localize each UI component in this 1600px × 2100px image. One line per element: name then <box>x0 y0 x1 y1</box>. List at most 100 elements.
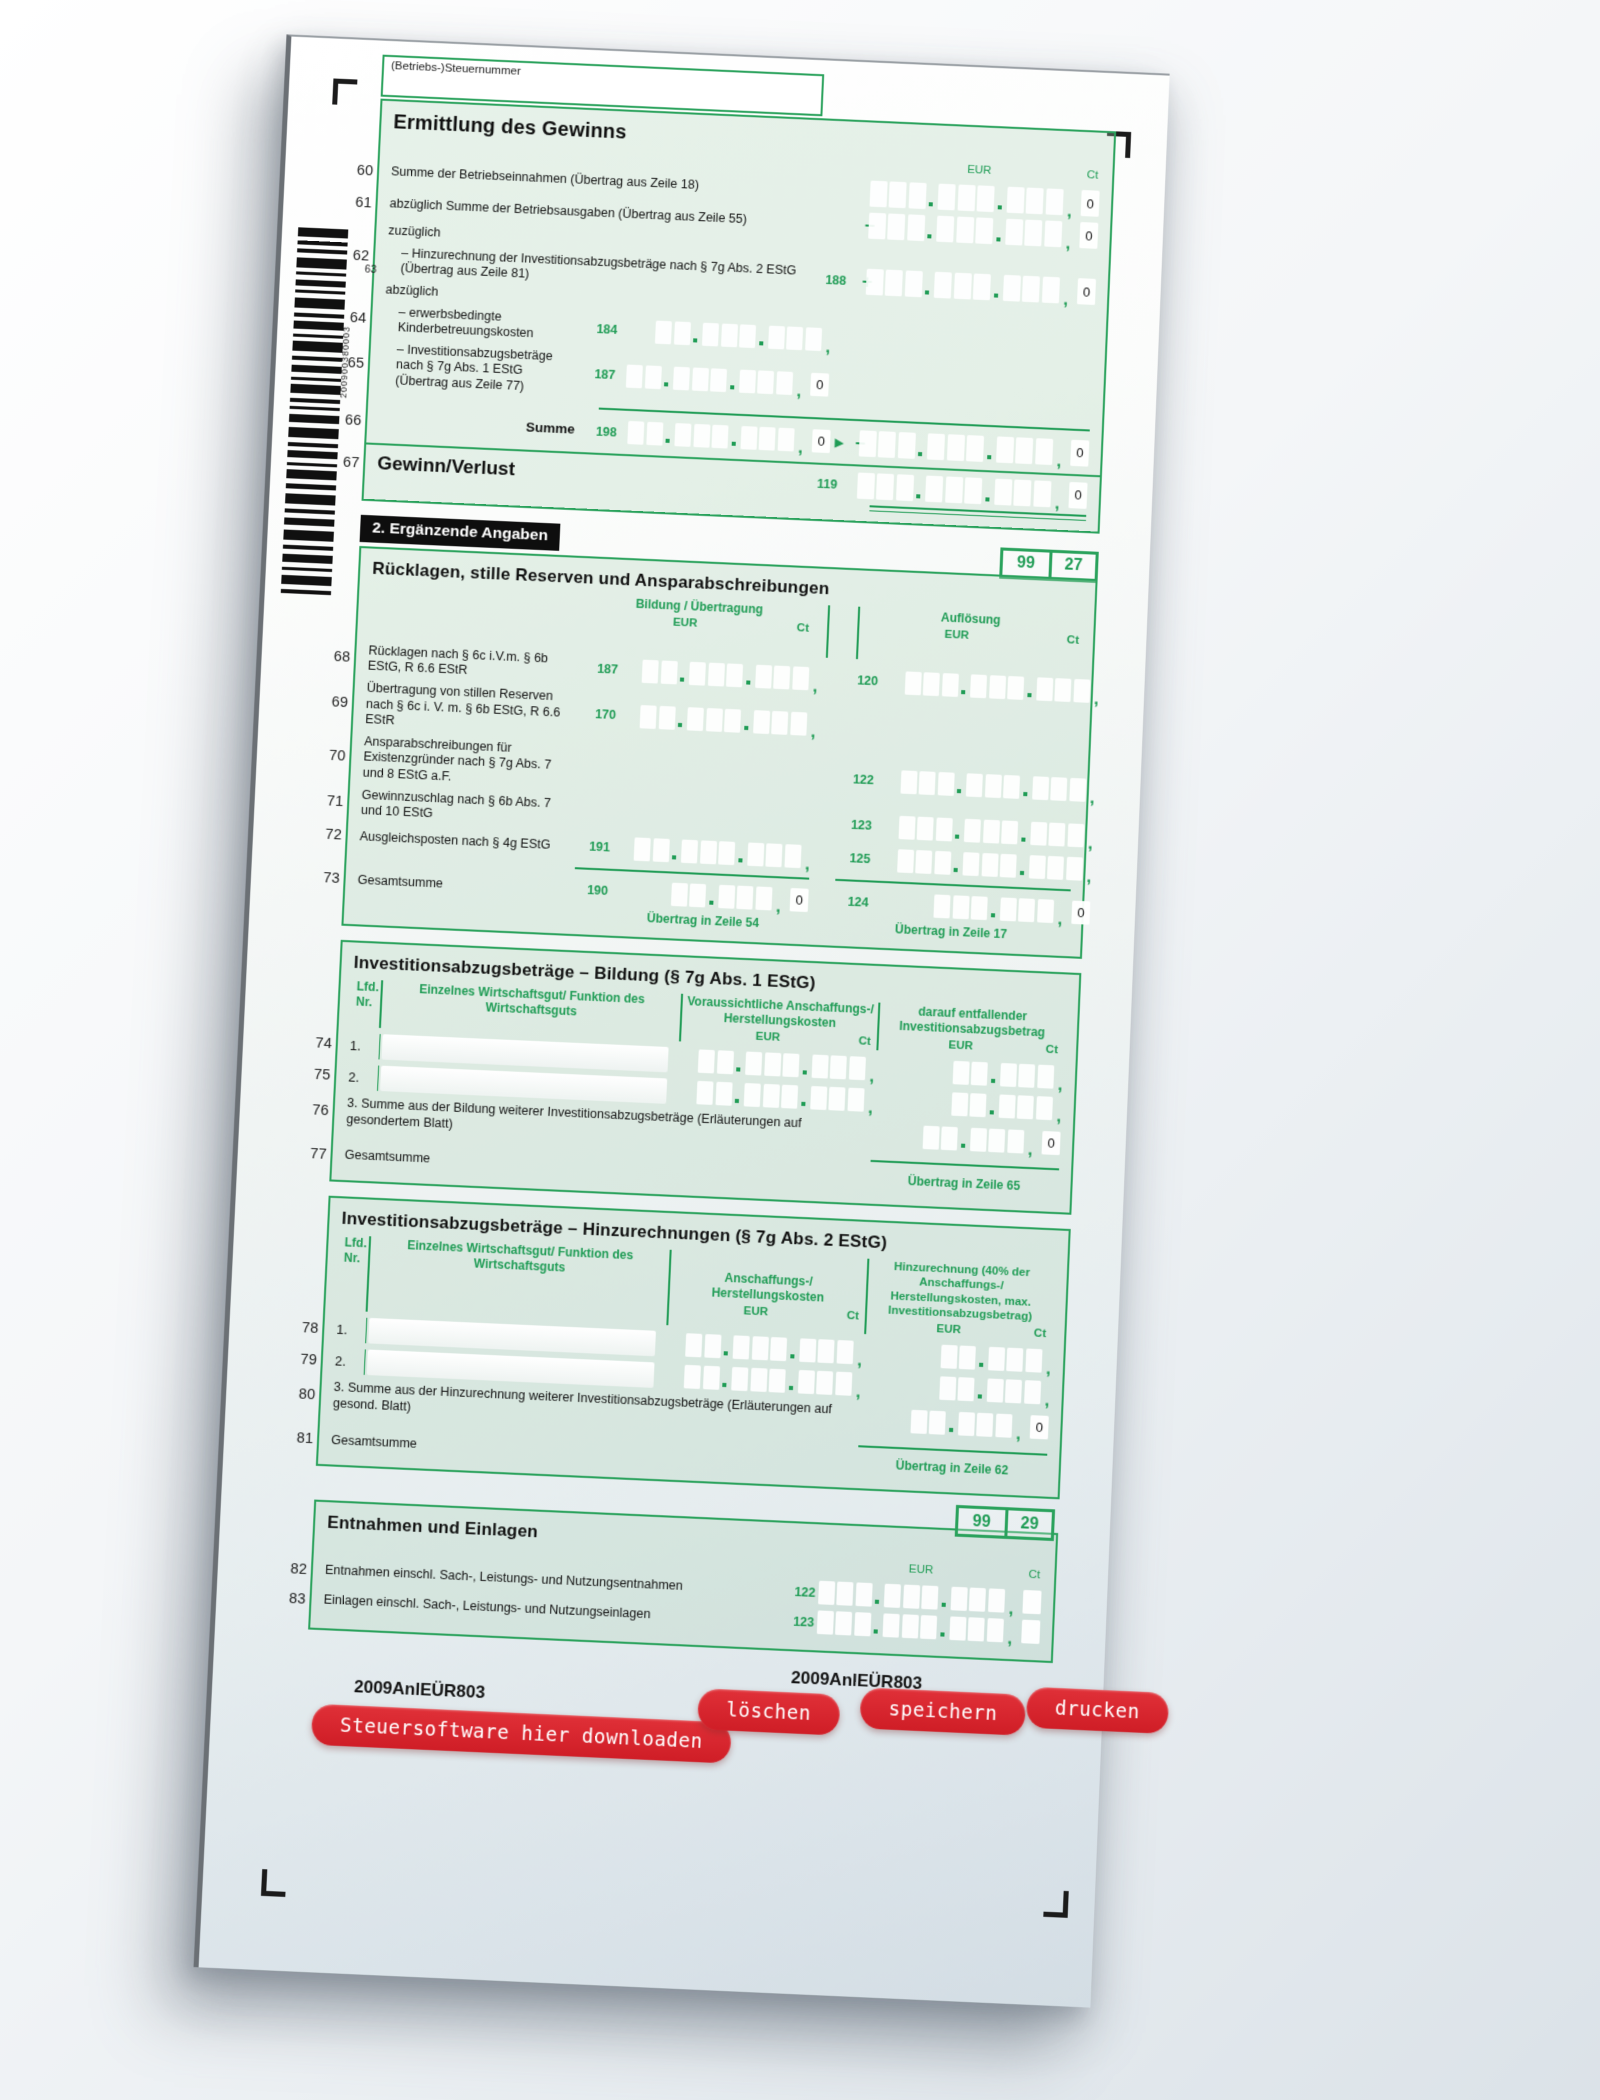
digit-cell <box>1007 675 1025 700</box>
amount-field[interactable] <box>817 1580 1042 1615</box>
digit-group <box>679 661 746 688</box>
lfd-nr: 2. <box>347 1064 380 1091</box>
digit-group <box>683 1365 722 1391</box>
amount-field[interactable]: 0 <box>877 892 1091 925</box>
amount-field[interactable] <box>873 1089 1062 1121</box>
print-button[interactable]: drucken <box>1025 1686 1169 1735</box>
digit-cell <box>957 184 976 212</box>
digit-cell <box>936 215 955 243</box>
digit-group <box>665 423 732 449</box>
digit-cell <box>867 212 887 240</box>
digit-boxes <box>940 1344 1051 1373</box>
digit-cell <box>1023 1380 1041 1405</box>
digit-boxes <box>869 180 1072 216</box>
row-label: – Investitionsabzugsbeträge nach § 7g Ab… <box>394 341 553 394</box>
amount-field[interactable]: 0 <box>625 421 831 454</box>
digit-cell <box>995 436 1014 463</box>
digit-boxes <box>896 849 1092 881</box>
amount-field[interactable]: 0 <box>865 268 1097 306</box>
amount-field[interactable] <box>625 704 817 736</box>
digit-cell <box>999 853 1018 878</box>
digit-group <box>960 1127 1027 1154</box>
digit-cell <box>670 882 688 907</box>
amount-field[interactable]: 0 <box>858 429 1090 467</box>
digit-cell <box>950 1586 968 1612</box>
amount-field[interactable]: 0 <box>859 1408 1049 1440</box>
digit-cell <box>1047 855 1065 880</box>
amount-field[interactable]: 0 <box>869 180 1100 217</box>
eur-label: EUR <box>743 1304 769 1319</box>
digit-cell <box>816 1371 834 1396</box>
line-number: 61 <box>355 194 372 212</box>
digit-cell <box>902 1584 920 1609</box>
amount-field[interactable] <box>665 1333 863 1365</box>
digit-cell <box>834 1371 853 1397</box>
digit-cell <box>898 815 916 840</box>
amount-field[interactable] <box>627 659 819 691</box>
digit-cell <box>988 1128 1006 1153</box>
ct-cell: 0 <box>1076 278 1097 306</box>
amount-field[interactable] <box>874 1057 1063 1089</box>
digit-cell <box>1017 1095 1035 1120</box>
digit-group <box>910 1410 948 1436</box>
digit-cell <box>660 660 678 685</box>
digit-cell <box>1025 1348 1043 1373</box>
amount-field[interactable]: 0 <box>617 880 809 912</box>
amount-field[interactable] <box>880 815 1093 848</box>
delete-button[interactable]: löschen <box>696 1688 841 1736</box>
digit-cell <box>970 674 988 699</box>
digit-group <box>986 436 1056 465</box>
digit-boxes <box>683 1365 861 1397</box>
digit-boxes <box>910 1410 1021 1439</box>
digit-cell <box>817 1339 835 1364</box>
digit-cell <box>1013 479 1032 507</box>
digit-cell <box>798 1338 817 1363</box>
amount-field[interactable] <box>862 1341 1052 1373</box>
amount-field[interactable] <box>664 1364 862 1397</box>
ct-cell: 0 <box>789 887 809 912</box>
amount-field[interactable] <box>882 769 1095 802</box>
save-button[interactable]: speichern <box>859 1687 1027 1736</box>
digit-cell <box>762 1083 780 1108</box>
digit-group <box>939 1616 1006 1643</box>
digit-group <box>995 218 1065 248</box>
amount-field[interactable]: 0 <box>624 364 830 397</box>
digit-cell <box>925 475 944 503</box>
digit-group <box>960 674 1027 700</box>
digit-cell <box>1033 479 1052 507</box>
field-code: 170 <box>594 707 617 723</box>
amount-field[interactable] <box>676 1080 873 1112</box>
digit-cell <box>958 1345 977 1370</box>
eur-label: EUR <box>936 1323 962 1337</box>
digit-cell <box>757 370 775 394</box>
digit-cell <box>923 671 941 696</box>
digit-cell <box>910 1410 928 1435</box>
digit-cell <box>716 1050 734 1075</box>
line-number: 75 <box>313 1067 331 1085</box>
amount-field[interactable] <box>879 848 1092 881</box>
amount-field[interactable] <box>626 319 831 351</box>
digit-cell <box>683 1365 702 1390</box>
amount-field[interactable] <box>619 837 811 869</box>
digit-group <box>745 664 812 691</box>
uebertrag-note: Übertrag in Zeile 17 <box>894 921 1008 942</box>
digit-group <box>940 1344 978 1370</box>
col-abzugsbetrag: darauf entfallender Investitionsabzugsbe… <box>876 1002 1066 1059</box>
lfd-nr: 2. <box>334 1348 366 1376</box>
amount-field[interactable] <box>678 1048 875 1081</box>
amount-field[interactable]: 0 <box>871 1123 1061 1156</box>
digit-cell <box>895 473 914 501</box>
eur-label: EUR <box>672 616 698 630</box>
download-button[interactable]: Steuersoftware hier downloaden <box>310 1703 732 1764</box>
digit-group <box>1022 775 1089 802</box>
amount-field[interactable]: 0 <box>856 472 1088 509</box>
digit-cell <box>731 1367 749 1392</box>
row-label: Ausgleichsposten nach § 4g EStG <box>359 828 551 852</box>
amount-field[interactable] <box>887 670 1100 703</box>
digit-cell <box>933 894 951 919</box>
line-number: 70 <box>328 747 346 765</box>
amount-field[interactable] <box>860 1373 1050 1405</box>
digit-group <box>952 1060 990 1086</box>
digit-group <box>904 671 961 697</box>
digit-cell <box>1048 822 1066 847</box>
